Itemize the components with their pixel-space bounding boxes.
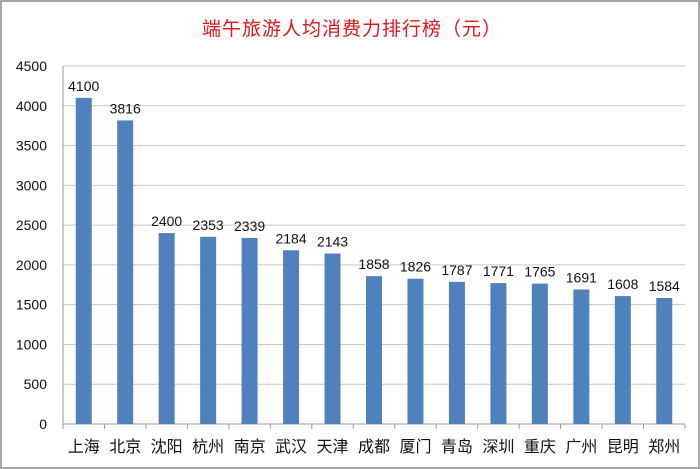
y-tick-label: 3500 bbox=[16, 138, 47, 154]
data-label: 4100 bbox=[68, 78, 99, 94]
bar bbox=[656, 297, 673, 424]
bar bbox=[614, 296, 631, 424]
bar bbox=[531, 283, 548, 424]
x-tick-label: 昆明 bbox=[607, 439, 639, 456]
data-label: 1826 bbox=[400, 259, 431, 275]
x-tick-label: 杭州 bbox=[192, 438, 224, 456]
y-tick-label: 4500 bbox=[16, 58, 47, 74]
data-label: 1787 bbox=[441, 262, 472, 278]
data-label: 1858 bbox=[358, 256, 389, 272]
bar bbox=[366, 276, 382, 424]
data-label: 2184 bbox=[275, 230, 306, 246]
x-tick-label: 广州 bbox=[565, 438, 597, 456]
x-tick-label: 北京 bbox=[109, 438, 141, 456]
chart-title: 端午旅游人均消费力排行榜（元） bbox=[201, 18, 502, 40]
bar bbox=[200, 236, 217, 424]
bar bbox=[573, 289, 590, 424]
y-tick-label: 4000 bbox=[16, 98, 47, 114]
x-tick-label: 天津 bbox=[317, 438, 349, 456]
bar bbox=[117, 120, 134, 424]
data-label: 1584 bbox=[649, 278, 680, 294]
data-label: 1691 bbox=[566, 269, 597, 285]
y-tick-label: 3000 bbox=[16, 177, 47, 193]
y-tick-label: 0 bbox=[39, 416, 47, 432]
data-label: 2339 bbox=[234, 218, 265, 234]
data-label: 2400 bbox=[151, 213, 182, 229]
data-label: 2353 bbox=[193, 217, 224, 233]
y-tick-label: 500 bbox=[24, 376, 48, 392]
y-tick-label: 1000 bbox=[16, 336, 47, 352]
data-label: 1771 bbox=[483, 263, 514, 279]
x-tick-label: 厦门 bbox=[399, 438, 431, 456]
y-tick-label: 2500 bbox=[16, 217, 47, 233]
data-label: 2143 bbox=[317, 234, 348, 250]
bar bbox=[407, 278, 424, 424]
bar bbox=[75, 97, 92, 425]
y-tick-label: 1500 bbox=[16, 297, 47, 313]
bar bbox=[448, 281, 465, 424]
bar bbox=[241, 237, 258, 424]
x-tick-label: 郑州 bbox=[648, 438, 680, 456]
x-tick-label: 成都 bbox=[358, 438, 390, 456]
x-tick-label: 上海 bbox=[68, 438, 100, 456]
x-tick-label: 武汉 bbox=[275, 438, 307, 456]
x-tick-label: 深圳 bbox=[482, 438, 514, 456]
x-tick-label: 青岛 bbox=[441, 438, 473, 456]
data-label: 1765 bbox=[524, 264, 555, 280]
bar bbox=[158, 233, 175, 424]
x-tick-label: 南京 bbox=[234, 438, 266, 456]
bar bbox=[490, 283, 507, 424]
x-tick-label: 沈阳 bbox=[151, 438, 183, 456]
bar bbox=[324, 253, 341, 424]
data-label: 1608 bbox=[607, 276, 638, 292]
x-tick-label: 重庆 bbox=[524, 438, 556, 456]
y-tick-label: 2000 bbox=[16, 257, 47, 273]
bar bbox=[283, 250, 300, 424]
data-label: 3816 bbox=[110, 100, 141, 116]
